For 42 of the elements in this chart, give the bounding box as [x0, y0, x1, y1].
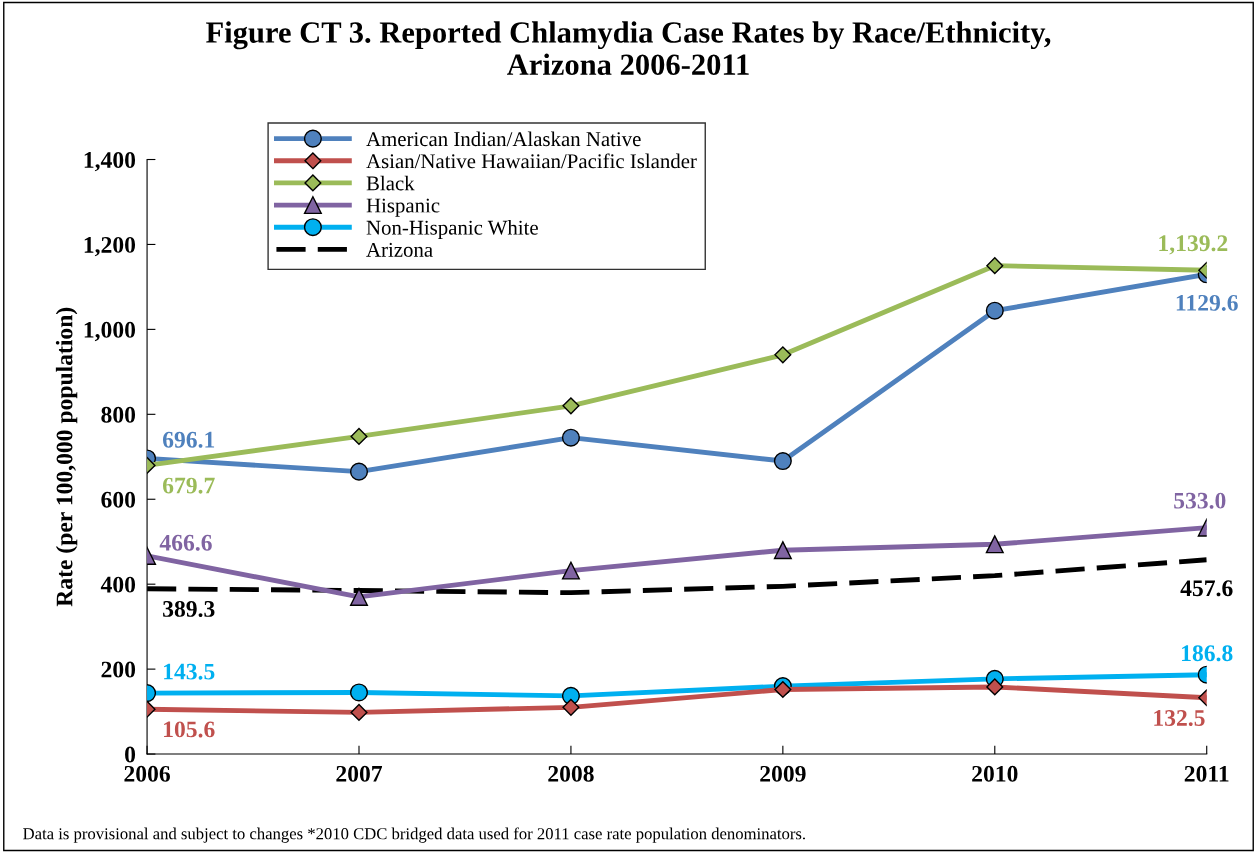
x-tick-label: 2009	[760, 765, 806, 782]
data-label: 457.6	[1180, 580, 1233, 597]
y-axis-title: Rate (per 100,000 population)	[55, 307, 78, 607]
x-tick-label: 2006	[124, 765, 170, 782]
data-label: 466.6	[159, 534, 212, 551]
data-label: 1,139.2	[1159, 235, 1228, 255]
x-tick-label: 2008	[548, 765, 594, 782]
point	[562, 397, 580, 415]
point	[774, 346, 792, 364]
data-label: 1129.6	[1176, 294, 1238, 311]
point	[562, 698, 580, 716]
chart-title: Figure CT 3. Reported Chlamydia Case Rates by Race/Ethnicity, Arizona 2006-2011	[206, 21, 1051, 76]
y-tick-label: 1,400	[84, 152, 136, 172]
data-label: 186.8	[1182, 645, 1233, 662]
legend-label: Arizona	[366, 242, 433, 257]
x-tick-label: 2011	[1184, 765, 1229, 782]
data-label: 696.1	[162, 431, 215, 448]
y-tick-label: 1,200	[84, 236, 136, 257]
data-label: 132.5	[1154, 710, 1205, 727]
legend-label: Asian/Native Hawaiian/Pacific Islander	[366, 153, 697, 169]
legend-label: Black	[366, 175, 415, 191]
data-label: 679.7	[162, 477, 215, 494]
legend-label: Non-Hispanic White	[366, 220, 538, 239]
y-tick-label: 1,000	[84, 321, 136, 342]
x-tick-label: 2007	[336, 765, 383, 782]
point	[561, 428, 580, 447]
y-tick-label: 600	[101, 491, 136, 508]
y-tick-label: 200	[101, 661, 136, 678]
text: Data is provisional and subject to changes *2010 CDC bridged data used for 2011 case rate population denominators.	[23, 827, 805, 843]
legend-label: Hispanic	[366, 198, 440, 217]
data-label: 143.5	[164, 663, 215, 680]
point	[561, 561, 580, 580]
data-label: 105.6	[164, 721, 215, 738]
y-tick-label: 0	[125, 746, 136, 763]
data-label: 389.3	[163, 600, 215, 617]
x-tick-label: 2010	[972, 765, 1018, 782]
y-tick-label: 400	[100, 576, 136, 593]
data-label: 533.0	[1174, 492, 1226, 509]
point	[773, 451, 792, 471]
y-tick-label: 800	[101, 406, 136, 423]
legend-label: American Indian/Alaskan Native	[366, 131, 641, 147]
point	[773, 541, 792, 560]
